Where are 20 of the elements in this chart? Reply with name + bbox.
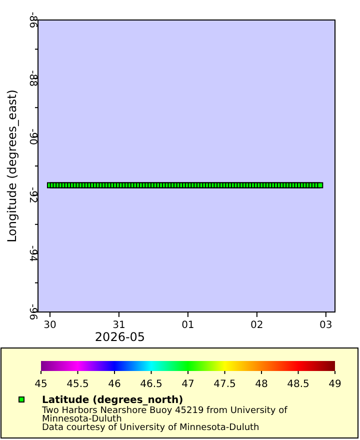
color-bar-label: 45.5 bbox=[66, 379, 89, 390]
x-tick-label: 31 bbox=[112, 320, 126, 331]
text: Two Harbors Nearshore Buoy 45219 from University of Minnesota-Duluth bbox=[41, 406, 288, 424]
color-bar-label: 49 bbox=[328, 379, 342, 390]
y-axis-title: Longitude (degrees_east) bbox=[5, 90, 19, 242]
color-bar-label: 47 bbox=[182, 379, 194, 390]
x-tick-label: 30 bbox=[44, 320, 56, 331]
text: Data courtesy of University of Minnesota-Duluth bbox=[42, 423, 260, 433]
color-bar-label: 46 bbox=[108, 379, 121, 390]
color-bar-label: 48.5 bbox=[287, 379, 310, 390]
x-tick-label: 01 bbox=[182, 320, 194, 331]
color-bar-label: 48 bbox=[255, 379, 268, 390]
x-tick-label: 02 bbox=[250, 320, 264, 331]
color-bar-label: 46.5 bbox=[140, 379, 162, 390]
x-axis-title: 2026-05 bbox=[94, 330, 146, 344]
color-bar-label: 45 bbox=[34, 379, 48, 390]
x-tick-label: 03 bbox=[320, 320, 332, 331]
y-tick-label: -88 bbox=[27, 70, 38, 87]
color-bar-title: Latitude (degrees_north) bbox=[42, 395, 184, 406]
color-bar-label: 47.5 bbox=[214, 379, 236, 390]
